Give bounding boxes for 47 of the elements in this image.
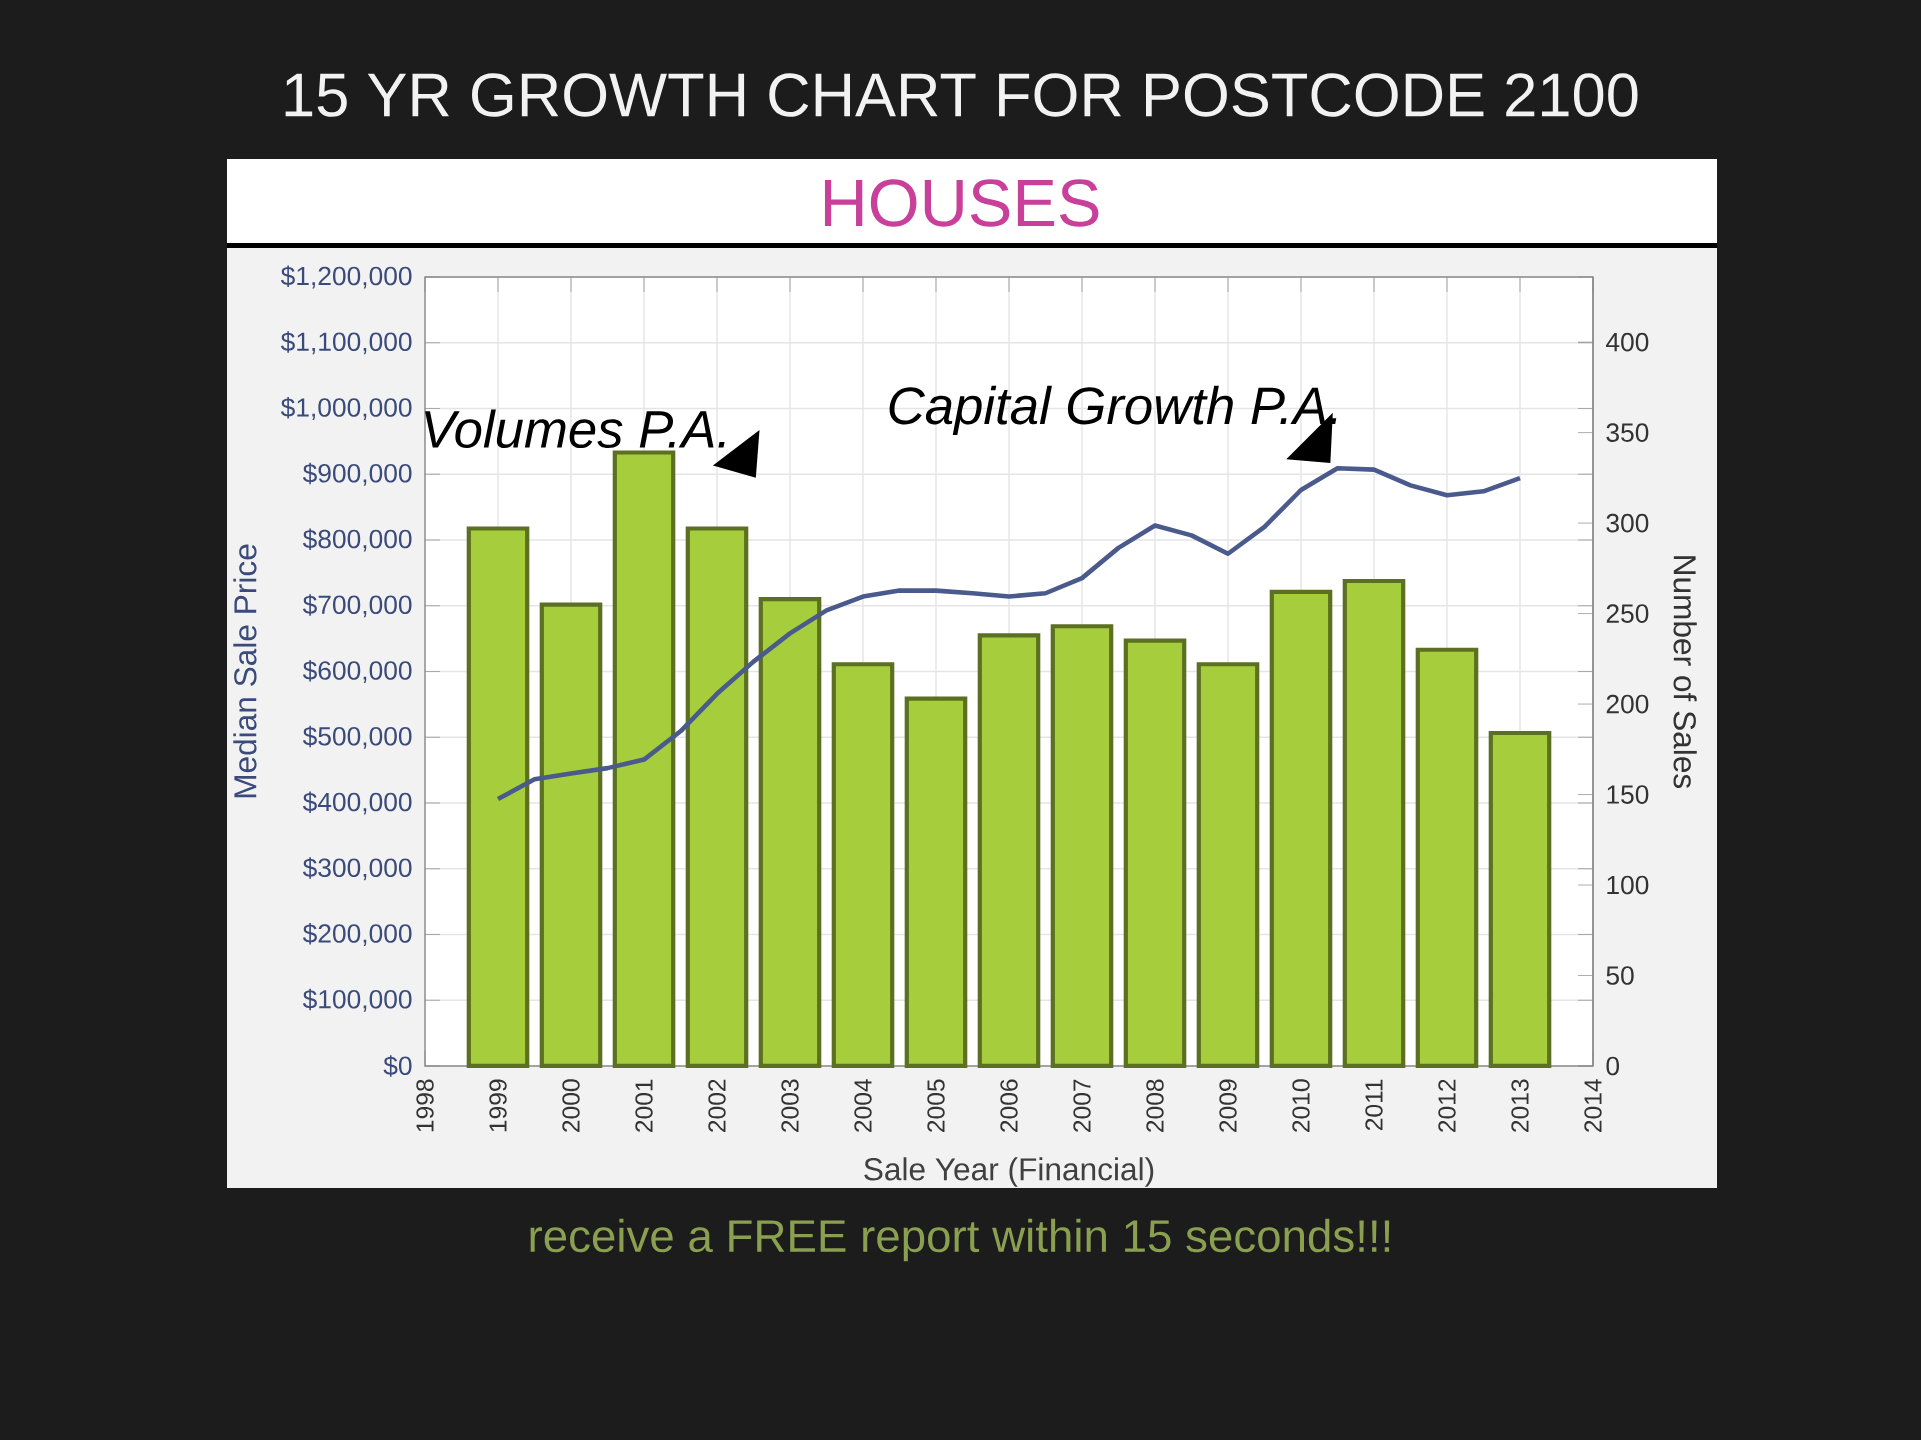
text: receive a FREE report within 15 seconds!!! bbox=[530, 1218, 1390, 1262]
annotation: Volumes P.A. bbox=[425, 409, 725, 449]
y2-tick-label: 0 bbox=[1606, 1056, 1620, 1076]
y-tick-label: $800,000 bbox=[302, 528, 412, 552]
y2-tick-label: 150 bbox=[1607, 785, 1649, 804]
x-tick-label: 2007 bbox=[1073, 1079, 1091, 1132]
x-tick-label: 2004 bbox=[854, 1079, 872, 1132]
x-tick-label: 2005 bbox=[927, 1079, 945, 1132]
x-tick-label: 2014 bbox=[1584, 1079, 1602, 1132]
y2-tick-label: 200 bbox=[1606, 694, 1649, 714]
y-tick-label: $400,000 bbox=[302, 791, 412, 815]
y2-tick-label: 50 bbox=[1606, 966, 1634, 985]
y-tick-label: $600,000 bbox=[302, 660, 412, 683]
y-tick-label: $100,000 bbox=[302, 988, 412, 1012]
x-tick-label: 2012 bbox=[1438, 1079, 1456, 1132]
y2-tick-label: 400 bbox=[1606, 332, 1649, 352]
y-tick-label: $700,000 bbox=[302, 594, 412, 618]
y-tick-label: $300,000 bbox=[302, 857, 412, 881]
y-tick-label: $1,000,000 bbox=[280, 397, 412, 420]
x-tick-label: 2001 bbox=[635, 1079, 653, 1132]
y2-tick-label: 300 bbox=[1606, 513, 1649, 533]
y-tick-label: $1,200,000 bbox=[280, 265, 412, 289]
x-tick-label: 2010 bbox=[1292, 1079, 1310, 1132]
y2-tick-label: 250 bbox=[1606, 604, 1649, 623]
annotation: Capital Growth P.A. bbox=[889, 385, 1337, 435]
x-axis-title: Sale Year (Financial) bbox=[864, 1157, 1154, 1187]
y-tick-label: $500,000 bbox=[302, 725, 412, 749]
y-tick-label: $1,100,000 bbox=[280, 331, 412, 355]
y-tick-label: $0 bbox=[383, 1055, 412, 1077]
x-tick-label: 2009 bbox=[1219, 1079, 1237, 1132]
y2-tick-label: 100 bbox=[1607, 875, 1649, 895]
chart-title: 15 YR GROWTH CHART FOR POSTCODE 2100 bbox=[285, 73, 1638, 117]
x-tick-label: 1999 bbox=[489, 1079, 507, 1132]
x-tick-label: 2011 bbox=[1365, 1079, 1383, 1131]
y-tick-label: $900,000 bbox=[302, 462, 412, 486]
x-tick-label: 2000 bbox=[562, 1079, 580, 1132]
x-tick-label: 2002 bbox=[708, 1079, 726, 1132]
x-tick-label: 1998 bbox=[416, 1079, 434, 1132]
y2-axis-title: Number of Sales bbox=[1673, 556, 1697, 789]
x-tick-label: 2008 bbox=[1146, 1079, 1164, 1132]
x-tick-label: 2013 bbox=[1511, 1079, 1529, 1132]
y-axis-title: Median Sale Price bbox=[233, 544, 257, 798]
y2-tick-label: 350 bbox=[1606, 423, 1649, 442]
x-tick-label: 2003 bbox=[781, 1079, 799, 1132]
chart-subtitle: HOUSES bbox=[824, 179, 1099, 227]
x-tick-label: 2006 bbox=[1000, 1079, 1018, 1132]
y-tick-label: $200,000 bbox=[302, 923, 412, 946]
